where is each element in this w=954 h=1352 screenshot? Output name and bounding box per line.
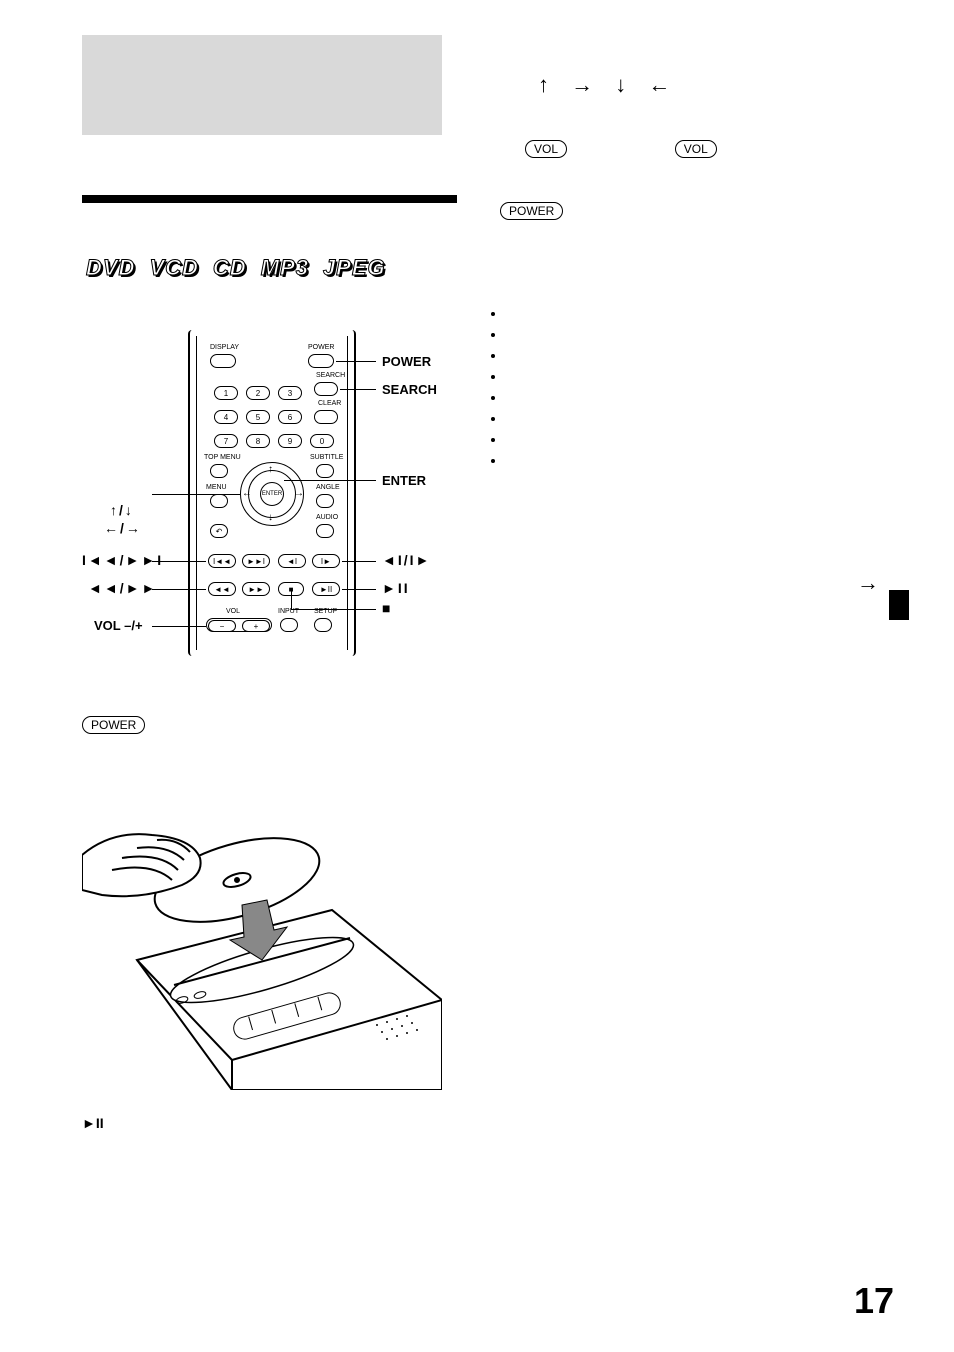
vol-pills-row: VOL VOL (525, 140, 717, 158)
format-dvd: DVD (86, 255, 135, 281)
callout-vol: VOL –/+ (94, 618, 143, 633)
btn-vol-plus: + (242, 620, 270, 632)
btn-slowrev: ◄I (278, 554, 306, 568)
lbl-display: DISPLAY (210, 344, 239, 351)
nav-down-arrow: ↓ (268, 512, 273, 523)
callout-playpause: ►II (382, 580, 410, 596)
btn-7: 7 (214, 434, 238, 448)
btn-next: ►►I (242, 554, 270, 568)
arrow-keys-glyphs: ↑ → ↓ ← (538, 72, 678, 98)
section-divider (82, 195, 457, 203)
power-pill: POWER (500, 202, 563, 220)
format-cd: CD (213, 255, 247, 281)
callout-slow: ◄I/I► (382, 552, 431, 568)
btn-input (280, 618, 298, 632)
btn-setup (314, 618, 332, 632)
playpause-line: ►II (82, 1115, 104, 1131)
playpause-glyph: ►II (82, 1115, 104, 1131)
btn-slowfwd: I► (312, 554, 340, 568)
bullet-7 (506, 432, 870, 447)
btn-0: 0 (310, 434, 334, 448)
callout-enter: ENTER (382, 473, 426, 488)
continued-arrow: → (857, 570, 879, 596)
btn-rew: ◄◄ (208, 582, 236, 596)
bullet-3 (506, 348, 870, 363)
btn-playpause: ►II (312, 582, 340, 596)
power-pill-right: POWER (500, 202, 563, 220)
format-mp3: MP3 (261, 255, 309, 281)
btn-6: 6 (278, 410, 302, 424)
power-line-left: POWER (82, 716, 145, 734)
btn-angle (316, 494, 334, 508)
lbl-vol: VOL (226, 608, 240, 615)
btn-9: 9 (278, 434, 302, 448)
nav-left-arrow: ← (242, 488, 252, 499)
bullet-8 (506, 453, 870, 468)
btn-ff: ►► (242, 582, 270, 596)
bullet-list (490, 300, 870, 474)
callout-prevnext: I◄◄/►►I (82, 552, 163, 568)
disc-insert-figure (82, 800, 442, 1090)
btn-power (308, 354, 334, 368)
btn-menu (210, 494, 228, 508)
btn-prev: I◄◄ (208, 554, 236, 568)
btn-clear (314, 410, 338, 424)
callout-power: POWER (382, 354, 431, 369)
bullet-6 (506, 411, 870, 426)
format-badges: DVD VCD CD MP3 JPEG (86, 255, 386, 281)
lbl-angle: ANGLE (316, 484, 340, 491)
vol-pill-1: VOL (525, 140, 567, 158)
btn-3: 3 (278, 386, 302, 400)
lbl-subtitle: SUBTITLE (310, 454, 343, 461)
btn-search (314, 382, 338, 396)
nav-right-arrow: → (294, 488, 304, 499)
btn-display (210, 354, 236, 368)
header-gray-box (82, 35, 442, 135)
remote-diagram: DISPLAY POWER SEARCH 1 2 3 CLEAR 4 5 6 7… (82, 330, 457, 670)
btn-audio (316, 524, 334, 538)
format-vcd: VCD (149, 255, 198, 281)
btn-topmenu (210, 464, 228, 478)
bullet-2 (506, 327, 870, 342)
btn-4: 4 (214, 410, 238, 424)
btn-vol-minus: − (208, 620, 236, 632)
btn-1: 1 (214, 386, 238, 400)
page-number: 17 (854, 1280, 894, 1322)
lbl-search: SEARCH (316, 372, 345, 379)
btn-2: 2 (246, 386, 270, 400)
vol-pill-2: VOL (675, 140, 717, 158)
callout-search: SEARCH (382, 382, 437, 397)
lbl-power: POWER (308, 344, 334, 351)
bullet-1 (506, 306, 870, 321)
format-jpeg: JPEG (323, 255, 386, 281)
lbl-clear: CLEAR (318, 400, 341, 407)
lbl-topmenu: TOP MENU (204, 454, 241, 461)
page-side-tab (889, 590, 909, 620)
btn-8: 8 (246, 434, 270, 448)
btn-subtitle (316, 464, 334, 478)
lbl-menu: MENU (206, 484, 227, 491)
nav-up-arrow: ↑ (268, 464, 273, 475)
callout-stop: ■ (382, 600, 392, 616)
callout-rewff: ◄◄/►► (88, 580, 157, 596)
bullet-4 (506, 369, 870, 384)
callout-updown: ↑/↓ (110, 502, 134, 518)
power-pill-left: POWER (82, 716, 145, 734)
btn-return: ↶ (210, 524, 228, 538)
btn-5: 5 (246, 410, 270, 424)
bullet-5 (506, 390, 870, 405)
callout-leftright: ←/→ (104, 520, 142, 536)
lbl-audio: AUDIO (316, 514, 338, 521)
btn-enter: ENTER (260, 482, 284, 506)
